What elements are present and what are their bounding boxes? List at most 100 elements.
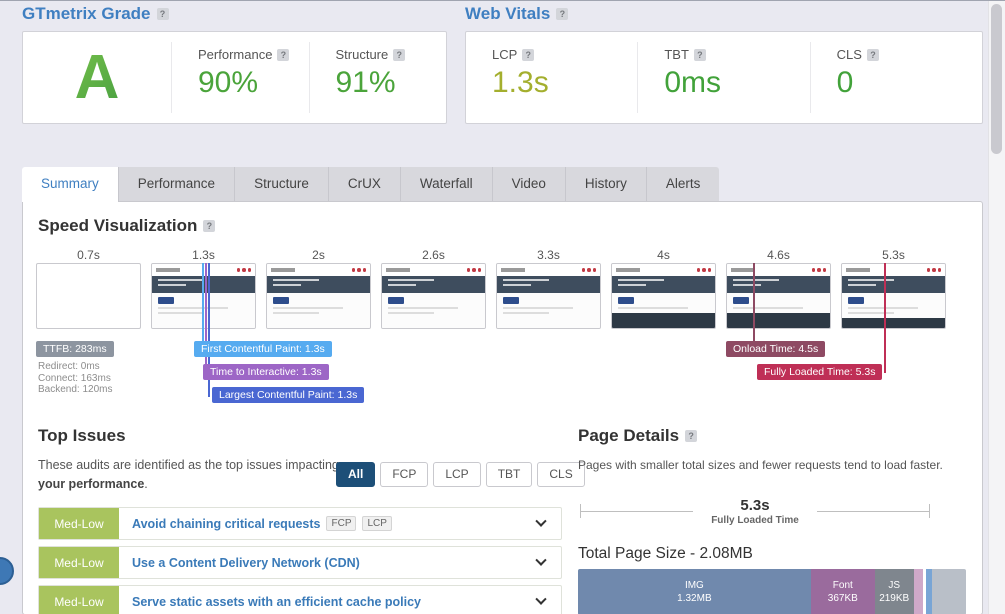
metric-cls: CLS ? 0 bbox=[811, 32, 982, 123]
metric-value: 91% bbox=[335, 66, 396, 99]
red-dots-icon bbox=[581, 268, 596, 272]
size-segment-js[interactable]: JS 219KB bbox=[874, 569, 914, 614]
impact-badge: Med-Low bbox=[39, 508, 119, 539]
grade-card: A Performance ? 90% Structure ? 91% bbox=[22, 31, 447, 124]
filter-fcp[interactable]: FCP bbox=[380, 462, 429, 487]
issue-row[interactable]: Med-Low Serve static assets with an effi… bbox=[38, 585, 562, 614]
size-segment-other[interactable] bbox=[913, 569, 923, 614]
metric-label: LCP bbox=[492, 47, 518, 62]
onload-marker-line bbox=[753, 263, 755, 350]
size-segment-other[interactable] bbox=[922, 569, 926, 614]
page-details-title: Page Details ? bbox=[578, 426, 698, 446]
issue-title[interactable]: Use a Content Delivery Network (CDN) bbox=[132, 555, 360, 570]
filter-cls[interactable]: CLS bbox=[537, 462, 585, 487]
top-issues-title-text: Top Issues bbox=[38, 426, 126, 445]
filmstrip-frame[interactable] bbox=[841, 263, 946, 329]
grade-letter: A bbox=[23, 32, 171, 123]
scrollbar-thumb[interactable] bbox=[991, 4, 1002, 154]
red-dots-icon bbox=[926, 268, 941, 272]
chevron-down-icon[interactable] bbox=[535, 515, 547, 527]
fully-loaded-bracket: 5.3s Fully Loaded Time bbox=[580, 495, 931, 527]
size-segment-other[interactable] bbox=[931, 569, 966, 614]
issue-filter-group: All FCP LCP TBT CLS bbox=[336, 462, 585, 487]
fully-loaded-badge: Fully Loaded Time: 5.3s bbox=[757, 364, 883, 380]
site-logo bbox=[501, 268, 525, 272]
help-icon[interactable]: ? bbox=[203, 220, 216, 232]
tab-video[interactable]: Video bbox=[492, 167, 566, 201]
total-page-size-label: Total Page Size - 2.08MB bbox=[578, 545, 753, 562]
tab-crux[interactable]: CrUX bbox=[328, 167, 401, 201]
tab-waterfall[interactable]: Waterfall bbox=[400, 167, 493, 201]
segment-label: Font bbox=[832, 579, 853, 591]
fully-loaded-label: Fully Loaded Time bbox=[711, 514, 799, 526]
size-segment-font[interactable]: Font 367KB bbox=[810, 569, 875, 614]
fcp-marker-line bbox=[202, 263, 204, 351]
help-icon[interactable]: ? bbox=[277, 48, 290, 61]
red-dots-icon bbox=[466, 268, 481, 272]
chevron-down-icon[interactable] bbox=[535, 593, 547, 605]
size-segment-other[interactable] bbox=[925, 569, 932, 614]
tab-alerts[interactable]: Alerts bbox=[646, 167, 720, 201]
filter-all[interactable]: All bbox=[336, 462, 376, 487]
filter-tbt[interactable]: TBT bbox=[485, 462, 533, 487]
filmstrip-frame[interactable] bbox=[266, 263, 371, 329]
help-icon[interactable]: ? bbox=[556, 8, 569, 20]
metric-label: Structure bbox=[335, 47, 389, 62]
metric-label: TBT bbox=[664, 47, 689, 62]
timeline-labels: 0.7s 1.3s 2s 2.6s 3.3s 4s 4.6s 5.3s bbox=[36, 248, 946, 262]
metric-performance: Performance ? 90% bbox=[172, 32, 309, 123]
metric-value: 0ms bbox=[664, 66, 722, 99]
segment-size: 1.32MB bbox=[677, 593, 712, 604]
divider bbox=[171, 42, 172, 113]
filmstrip-frame[interactable] bbox=[726, 263, 831, 329]
feedback-button[interactable] bbox=[0, 557, 14, 585]
help-icon[interactable]: ? bbox=[156, 8, 169, 20]
time-label: 3.3s bbox=[537, 248, 560, 262]
red-dots-icon bbox=[696, 268, 711, 272]
chevron-down-icon[interactable] bbox=[535, 554, 547, 566]
help-icon[interactable]: ? bbox=[685, 430, 698, 442]
divider bbox=[308, 42, 310, 113]
time-label: 2.6s bbox=[422, 248, 445, 262]
tab-history[interactable]: History bbox=[565, 167, 647, 201]
bracket-line bbox=[816, 510, 930, 512]
issue-title[interactable]: Serve static assets with an efficient ca… bbox=[132, 594, 422, 609]
help-icon[interactable]: ? bbox=[522, 48, 535, 61]
tab-summary[interactable]: Summary bbox=[22, 167, 119, 202]
tti-badge: Time to Interactive: 1.3s bbox=[203, 364, 329, 380]
onload-badge: Onload Time: 4.5s bbox=[726, 341, 826, 357]
site-logo bbox=[386, 268, 410, 272]
tab-structure[interactable]: Structure bbox=[235, 167, 329, 201]
help-icon[interactable]: ? bbox=[393, 48, 406, 61]
filter-lcp[interactable]: LCP bbox=[433, 462, 481, 487]
metric-value: 0 bbox=[836, 66, 854, 99]
tab-bar: Summary Performance Structure CrUX Water… bbox=[22, 167, 720, 202]
page-details-description: Pages with smaller total sizes and fewer… bbox=[578, 458, 943, 472]
time-label: 4.6s bbox=[767, 248, 790, 262]
filmstrip-frame[interactable] bbox=[36, 263, 141, 329]
divider bbox=[809, 42, 811, 113]
filmstrip-frame[interactable] bbox=[611, 263, 716, 329]
segment-label: IMG bbox=[684, 579, 704, 591]
scrollbar-track[interactable] bbox=[988, 1, 1005, 614]
fully-loaded-value: 5.3s bbox=[740, 496, 770, 514]
top-issues-description: These audits are identified as the top i… bbox=[38, 456, 358, 495]
metric-value: 90% bbox=[198, 66, 259, 99]
filmstrip-frame[interactable] bbox=[381, 263, 486, 329]
red-dots-icon bbox=[811, 268, 826, 272]
segment-size: 367KB bbox=[827, 593, 858, 604]
issue-title[interactable]: Avoid chaining critical requests bbox=[132, 516, 321, 531]
size-segment-img[interactable]: IMG 1.32MB bbox=[578, 569, 811, 614]
tab-performance[interactable]: Performance bbox=[118, 167, 236, 201]
issue-row[interactable]: Med-Low Use a Content Delivery Network (… bbox=[38, 546, 562, 579]
filmstrip-frame[interactable] bbox=[496, 263, 601, 329]
site-logo bbox=[271, 268, 295, 272]
bracket-tick bbox=[929, 504, 931, 518]
issue-row[interactable]: Med-Low Avoid chaining critical requests… bbox=[38, 507, 562, 540]
help-icon[interactable]: ? bbox=[866, 48, 879, 61]
description-text: These audits are identified as the top i… bbox=[38, 458, 339, 472]
help-icon[interactable]: ? bbox=[693, 48, 706, 61]
speed-viz-title-text: Speed Visualization bbox=[38, 216, 198, 235]
time-label: 2s bbox=[312, 248, 325, 262]
